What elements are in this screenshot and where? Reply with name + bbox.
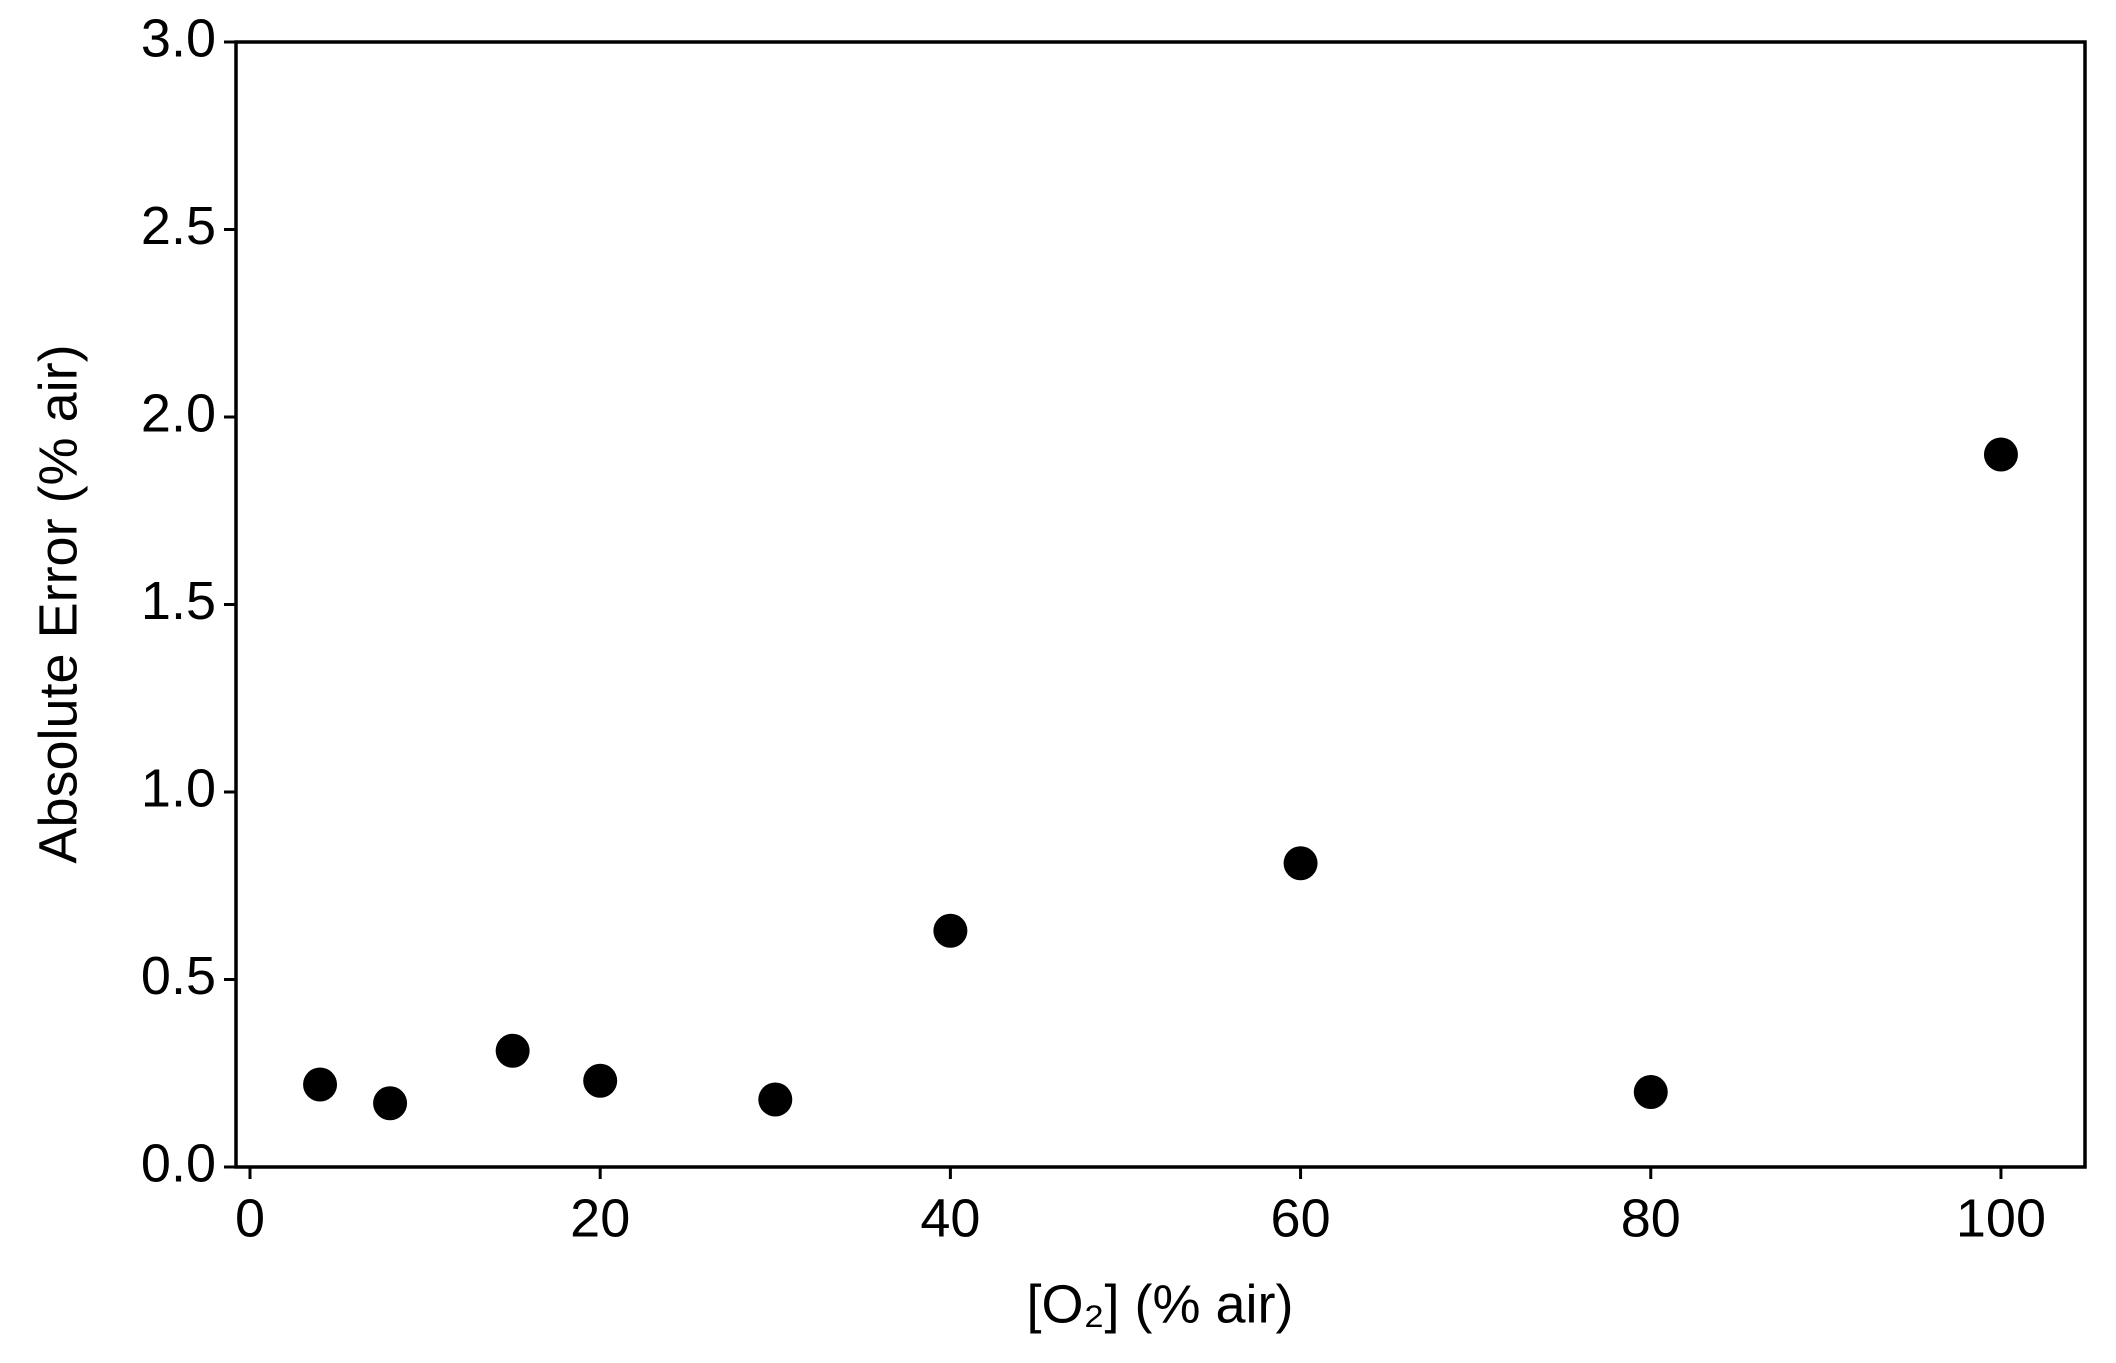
point [1983,437,2018,472]
y-tick-label: 2.5 [141,196,216,256]
x-tick-label: 60 [1271,1188,1331,1248]
y-tick-label: 0.0 [141,1133,216,1193]
x-tick-label: 20 [570,1188,630,1248]
x-tick-label: 100 [1956,1188,2046,1248]
y-tick-label: 0.5 [141,946,216,1006]
x-tick-label: 0 [235,1188,265,1248]
y-tick-label: 2.0 [141,383,216,443]
point [495,1033,530,1068]
point [1283,846,1318,881]
point [373,1086,408,1121]
point [758,1082,793,1117]
y-tick-label: 1.5 [141,571,216,631]
y-axis-label: Absolute Error (% air) [28,344,88,863]
plot-frame [234,40,2087,1169]
x-tick-label: 80 [1621,1188,1681,1248]
point [1633,1075,1668,1109]
x-tick-label: 40 [920,1188,980,1248]
y-tick-label: 1.0 [141,758,216,818]
x-axis-label: [O₂] (% air) [1027,1274,1294,1334]
point [933,913,968,948]
y-tick-label: 3.0 [141,8,216,68]
point [303,1067,338,1102]
point [583,1063,618,1098]
